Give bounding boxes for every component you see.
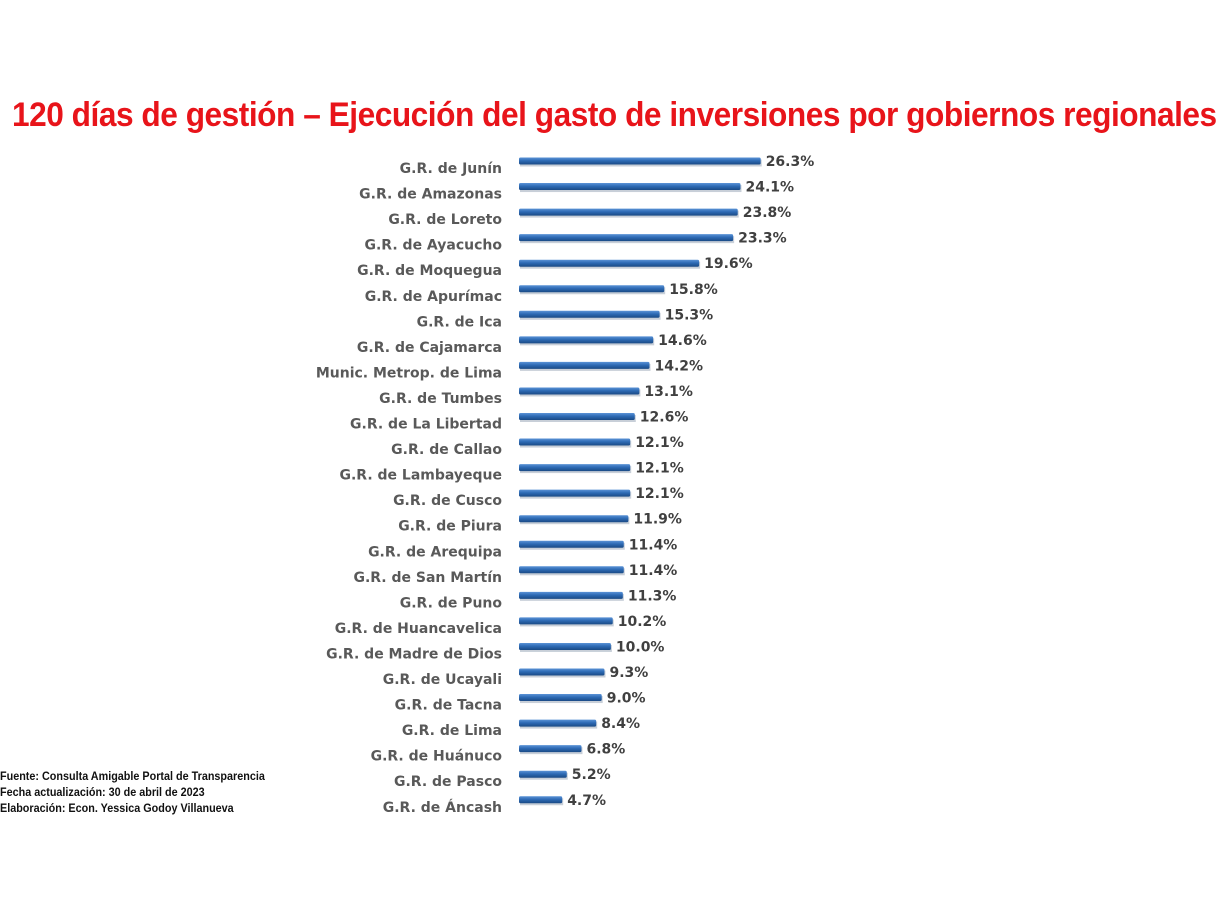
category-label: G.R. de Madre de Dios [326, 646, 502, 662]
category-label: G.R. de San Martín [353, 570, 502, 586]
bar [519, 515, 629, 523]
value-label: 14.2% [654, 358, 703, 374]
category-label: G.R. de Pasco [394, 774, 502, 790]
category-label: G.R. de Cusco [393, 493, 502, 509]
author-note: Elaboración: Econ. Yessica Godoy Villanu… [0, 801, 234, 815]
category-label: G.R. de Loreto [388, 212, 502, 228]
bar [519, 387, 640, 395]
category-label: G.R. de Lima [402, 723, 502, 739]
category-label: G.R. de Amazonas [359, 187, 502, 203]
bar [519, 770, 567, 778]
category-label: G.R. de Huancavelica [335, 621, 502, 637]
value-label: 12.1% [635, 461, 684, 477]
value-label: 12.1% [635, 435, 684, 451]
category-label: G.R. de Tacna [395, 698, 502, 714]
value-label: 24.1% [745, 180, 794, 196]
category-label: G.R. de Piura [398, 519, 502, 535]
value-label: 19.6% [704, 256, 753, 272]
category-label: G.R. de Arequipa [368, 544, 502, 560]
value-label: 8.4% [601, 716, 640, 732]
bar [519, 208, 738, 216]
value-label: 10.0% [616, 639, 665, 655]
bars-layer: G.R. de Junín 26.3% G.R. de Amazonas 24.1% G… [316, 154, 814, 816]
category-label: G.R. de Apurímac [365, 289, 502, 305]
category-label: G.R. de Ayacucho [365, 238, 503, 254]
bar [519, 234, 734, 242]
category-label: G.R. de La Libertad [350, 417, 502, 433]
value-label: 26.3% [766, 154, 815, 170]
bar [519, 361, 650, 369]
category-label: G.R. de Lambayeque [339, 468, 502, 484]
bar [519, 617, 613, 625]
value-label: 15.3% [665, 307, 714, 323]
category-label: Munic. Metrop. de Lima [316, 365, 502, 381]
value-label: 23.3% [738, 231, 787, 247]
value-label: 12.6% [640, 410, 689, 426]
value-label: 11.4% [629, 537, 678, 553]
value-label: 23.8% [743, 205, 792, 221]
value-label: 9.3% [609, 665, 648, 681]
category-label: G.R. de Moquegua [357, 263, 502, 279]
bar [519, 310, 660, 318]
bar [519, 796, 563, 804]
bar [519, 438, 631, 446]
value-label: 13.1% [644, 384, 693, 400]
category-label: G.R. de Cajamarca [357, 340, 502, 356]
value-label: 9.0% [607, 691, 646, 707]
category-label: G.R. de Callao [391, 442, 502, 458]
value-label: 5.2% [572, 767, 611, 783]
value-label: 11.4% [629, 563, 678, 579]
chart-title: 120 días de gestión – Ejecución del gast… [12, 96, 1217, 134]
bar [519, 285, 665, 293]
value-label: 15.8% [669, 282, 718, 298]
bar [519, 566, 624, 574]
date-note: Fecha actualización: 30 de abril de 2023 [0, 785, 205, 799]
value-label: 10.2% [618, 614, 667, 630]
bar [519, 336, 654, 344]
value-label: 12.1% [635, 486, 684, 502]
bar [519, 489, 631, 497]
category-label: G.R. de Huánuco [371, 749, 503, 765]
bar [519, 413, 635, 420]
value-label: 11.9% [633, 512, 682, 528]
category-label: G.R. de Tumbes [379, 391, 502, 407]
bar [519, 719, 597, 727]
category-label: G.R. de Áncash [383, 799, 502, 816]
category-label: G.R. de Ica [417, 314, 502, 330]
category-label: G.R. de Junín [400, 161, 502, 177]
bar [519, 540, 624, 548]
bar [519, 183, 741, 191]
bar [519, 591, 623, 599]
bar [519, 745, 582, 753]
value-label: 6.8% [586, 742, 625, 758]
category-label: G.R. de Ucayali [383, 672, 502, 688]
source-note: Fuente: Consulta Amigable Portal de Tran… [0, 769, 265, 783]
bar [519, 259, 700, 267]
value-label: 14.6% [658, 333, 707, 349]
bar [519, 694, 602, 702]
category-label: G.R. de Puno [400, 595, 503, 611]
bar [519, 668, 605, 676]
bar [519, 464, 631, 472]
value-label: 11.3% [628, 588, 677, 604]
bar [519, 157, 761, 165]
value-label: 4.7% [567, 793, 606, 809]
footnotes: Fuente: Consulta Amigable Portal de Tran… [0, 768, 265, 816]
bar [519, 642, 611, 650]
